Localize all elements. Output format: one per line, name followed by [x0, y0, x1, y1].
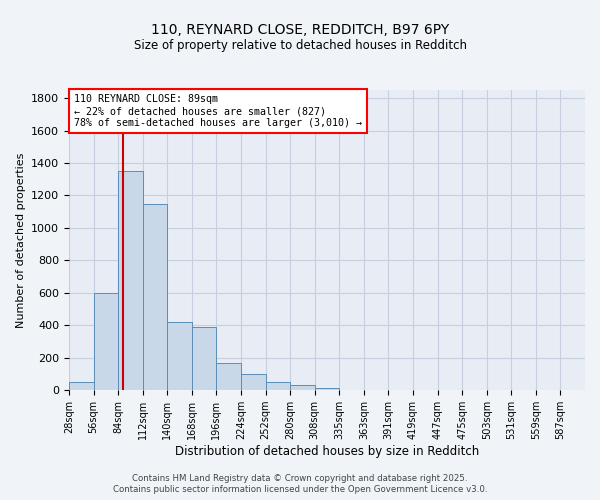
Bar — [167, 322, 192, 390]
Bar — [315, 388, 339, 390]
Bar — [241, 374, 266, 390]
X-axis label: Distribution of detached houses by size in Redditch: Distribution of detached houses by size … — [175, 445, 479, 458]
Bar — [217, 363, 241, 390]
Text: 110 REYNARD CLOSE: 89sqm
← 22% of detached houses are smaller (827)
78% of semi-: 110 REYNARD CLOSE: 89sqm ← 22% of detach… — [74, 94, 362, 128]
Text: 110, REYNARD CLOSE, REDDITCH, B97 6PY: 110, REYNARD CLOSE, REDDITCH, B97 6PY — [151, 22, 449, 36]
Bar — [143, 204, 167, 390]
Text: Contains HM Land Registry data © Crown copyright and database right 2025.
Contai: Contains HM Land Registry data © Crown c… — [113, 474, 487, 494]
Bar — [69, 382, 94, 390]
Bar — [266, 382, 290, 390]
Bar — [290, 385, 315, 390]
Text: Size of property relative to detached houses in Redditch: Size of property relative to detached ho… — [133, 39, 467, 52]
Bar — [192, 327, 217, 390]
Y-axis label: Number of detached properties: Number of detached properties — [16, 152, 26, 328]
Bar — [94, 292, 118, 390]
Bar — [118, 171, 143, 390]
